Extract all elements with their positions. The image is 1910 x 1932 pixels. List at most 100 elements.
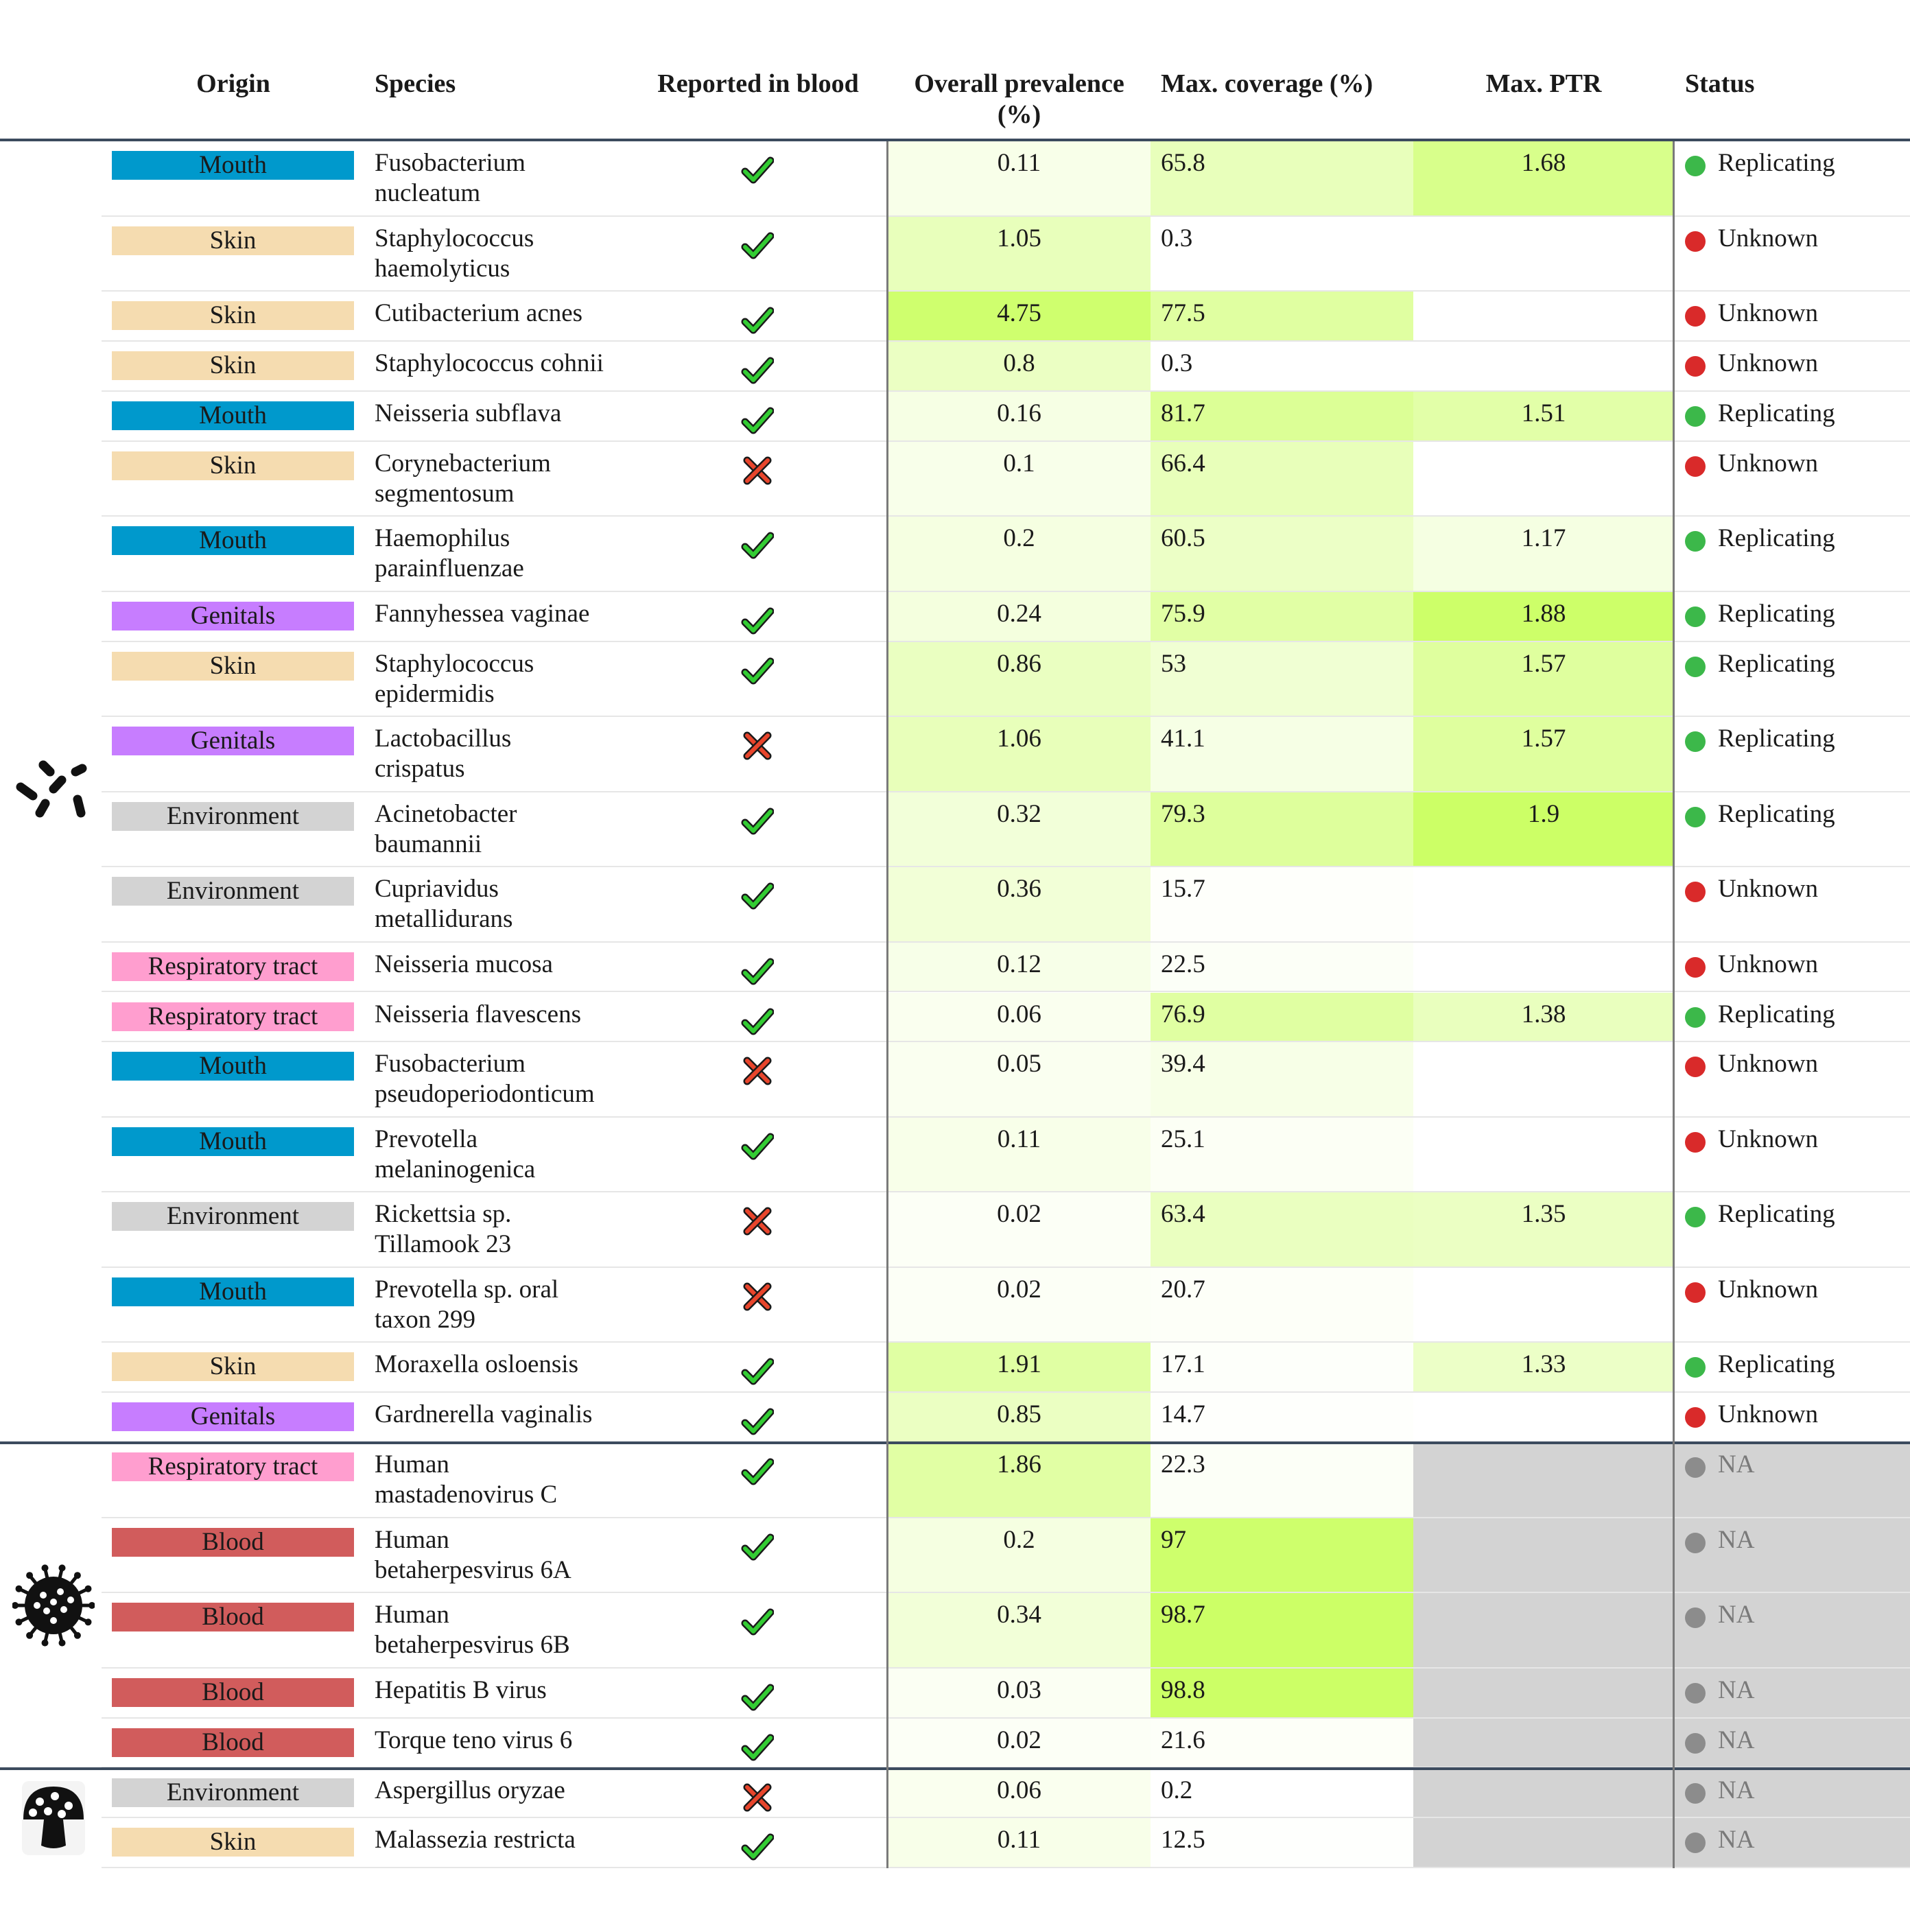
coverage-value: 79.3 bbox=[1161, 799, 1205, 828]
status-dot bbox=[1685, 1006, 1706, 1028]
status-label: Unknown bbox=[1718, 224, 1818, 252]
table-row: Skin Malassezia restricta 0.11 12.5 NA bbox=[0, 1818, 1910, 1869]
species-name: Rickettsia sp. bbox=[375, 1200, 512, 1229]
table-row: Respiratory tract Neisseria mucosa 0.12 22.… bbox=[0, 942, 1910, 993]
coverage-cell bbox=[1151, 992, 1413, 1043]
row-divider bbox=[102, 1191, 1910, 1193]
group-divider bbox=[0, 1441, 1910, 1445]
row-divider bbox=[102, 390, 1910, 392]
coverage-cell bbox=[1151, 1117, 1413, 1193]
ptr-cell bbox=[1413, 591, 1674, 642]
species-name: Neisseria subflava bbox=[375, 399, 562, 427]
prevalence-value: 0.8 bbox=[1003, 349, 1035, 377]
origin-badge: Environment bbox=[112, 877, 354, 906]
ptr-cell bbox=[1413, 342, 1674, 392]
checkmark-icon bbox=[741, 808, 774, 835]
prevalence-cell bbox=[888, 341, 1151, 392]
coverage-value: 76.9 bbox=[1161, 1000, 1205, 1028]
species-name: mastadenovirus C bbox=[375, 1481, 558, 1509]
checkmark-icon bbox=[741, 607, 774, 635]
row-divider bbox=[102, 1817, 1910, 1819]
prevalence-cell bbox=[888, 591, 1151, 642]
status-dot bbox=[1685, 156, 1706, 176]
table-row: Respiratory tract Neisseria flavescens 0.0… bbox=[0, 992, 1910, 1043]
coverage-cell bbox=[1151, 1668, 1413, 1719]
checkmark-icon bbox=[741, 357, 774, 384]
status-label: NA bbox=[1718, 1776, 1755, 1804]
table-row: Mouth Fusobacterium pseudoperiodonticum 0.0… bbox=[0, 1042, 1910, 1118]
origin-badge: Skin bbox=[112, 651, 354, 681]
virus-icon bbox=[12, 1564, 95, 1647]
ptr-value: 1.57 bbox=[1521, 649, 1566, 678]
checkmark-icon bbox=[741, 882, 774, 910]
prevalence-value: 0.02 bbox=[997, 1725, 1041, 1754]
coverage-cell bbox=[1151, 792, 1413, 868]
status-label: NA bbox=[1718, 1725, 1755, 1754]
status-label: NA bbox=[1718, 1601, 1755, 1629]
prevalence-cell bbox=[888, 292, 1151, 342]
status-label: Replicating bbox=[1718, 149, 1835, 177]
prevalence-cell bbox=[888, 1668, 1151, 1719]
row-divider bbox=[102, 590, 1910, 592]
coverage-value: 14.7 bbox=[1161, 1400, 1205, 1429]
checkmark-icon bbox=[741, 1608, 774, 1636]
ptr-cell bbox=[1413, 141, 1674, 217]
checkmark-icon bbox=[741, 156, 774, 184]
status-label: Unknown bbox=[1718, 875, 1818, 904]
coverage-value: 63.4 bbox=[1161, 1200, 1205, 1229]
table-row: Skin Cutibacterium acnes 4.75 77.5 Unknown bbox=[0, 292, 1910, 342]
row-divider bbox=[102, 290, 1910, 292]
origin-badge: Respiratory tract bbox=[112, 952, 354, 981]
status-label: Replicating bbox=[1718, 724, 1835, 753]
status-dot bbox=[1685, 731, 1706, 753]
ptr-value: 1.51 bbox=[1521, 399, 1566, 427]
coverage-value: 39.4 bbox=[1161, 1050, 1205, 1079]
table-row: Skin Moraxella osloensis 1.91 17.1 1.33 Repli… bbox=[0, 1343, 1910, 1393]
prevalence-cell bbox=[888, 641, 1151, 718]
prevalence-value: 1.06 bbox=[997, 724, 1041, 753]
status-label: Replicating bbox=[1718, 599, 1835, 628]
status-dot bbox=[1685, 1207, 1706, 1228]
ptr-value: 1.35 bbox=[1521, 1200, 1566, 1229]
table-row: Environment Aspergillus oryzae 0.06 0.2 NA bbox=[0, 1768, 1910, 1819]
coverage-value: 98.7 bbox=[1161, 1601, 1205, 1629]
table-row: Skin Staphylococcus haemolyticus 1.05 0.3 Unk… bbox=[0, 216, 1910, 292]
ptr-cell bbox=[1413, 1768, 1910, 1819]
species-name: epidermidis bbox=[375, 679, 495, 708]
prevalence-cell bbox=[888, 1518, 1151, 1594]
checkmark-icon bbox=[741, 1684, 774, 1711]
header-reported-in-blood: Reported in blood bbox=[657, 69, 859, 98]
coverage-cell bbox=[1151, 1718, 1413, 1769]
header-status: Status bbox=[1685, 69, 1755, 98]
species-name: Corynebacterium bbox=[375, 449, 551, 478]
cross-icon bbox=[743, 1783, 772, 1811]
checkmark-icon bbox=[741, 532, 774, 559]
ptr-cell bbox=[1413, 1718, 1910, 1769]
species-name: Staphylococcus bbox=[375, 224, 534, 252]
ptr-value: 1.38 bbox=[1521, 1000, 1566, 1028]
table-row: Environment Acinetobacter baumannii 0.32 79.… bbox=[0, 792, 1910, 868]
species-name: Prevotella sp. oral bbox=[375, 1275, 559, 1304]
status-dot bbox=[1685, 956, 1706, 978]
prevalence-value: 1.05 bbox=[997, 224, 1041, 252]
table-row: Blood Torque teno virus 6 0.02 21.6 NA bbox=[0, 1718, 1910, 1769]
prevalence-value: 0.11 bbox=[997, 1826, 1041, 1854]
prevalence-cell bbox=[888, 792, 1151, 868]
prevalence-cell bbox=[888, 1393, 1151, 1444]
row-divider bbox=[102, 1592, 1910, 1594]
ptr-cell bbox=[1413, 792, 1674, 868]
prevalence-value: 0.06 bbox=[997, 1776, 1041, 1804]
coverage-value: 75.9 bbox=[1161, 599, 1205, 628]
ptr-cell bbox=[1413, 292, 1674, 342]
table-row: Skin Staphylococcus cohnii 0.8 0.3 Unknown bbox=[0, 341, 1910, 392]
table-row: Mouth Haemophilus parainfluenzae 0.2 60.5 1.1… bbox=[0, 517, 1910, 592]
species-name: Human bbox=[375, 1525, 449, 1554]
status-label: Unknown bbox=[1718, 449, 1818, 478]
status-label: Replicating bbox=[1718, 799, 1835, 828]
species-name: segmentosum bbox=[375, 479, 515, 508]
row-divider bbox=[102, 866, 1910, 868]
row-divider bbox=[102, 1516, 1910, 1518]
species-name: Torque teno virus 6 bbox=[375, 1725, 573, 1754]
coverage-value: 22.5 bbox=[1161, 950, 1205, 978]
